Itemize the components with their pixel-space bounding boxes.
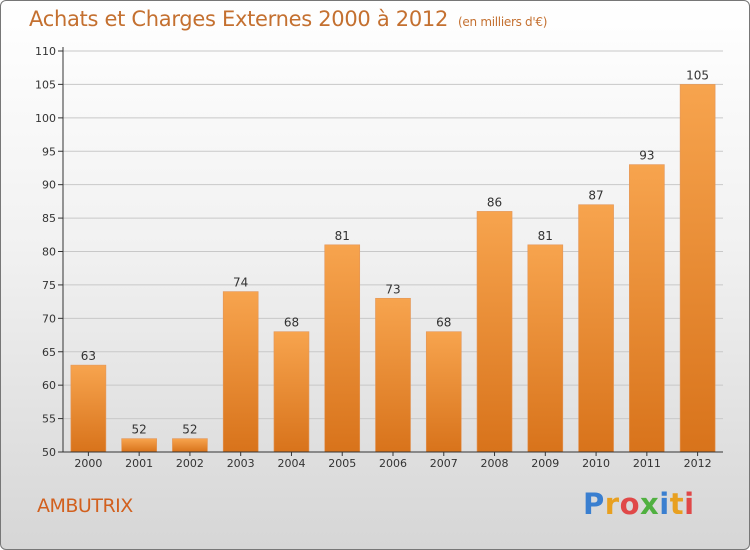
- place-name: AMBUTRIX: [37, 495, 133, 517]
- bar: [324, 244, 361, 453]
- axes: 50 55 60 65 70 75 80 85 90 95 100 105 110 2000 2001 200…: [35, 45, 723, 470]
- x-tick-label: 2012: [684, 457, 712, 470]
- data-label: 86: [487, 195, 502, 209]
- x-tick-label: 2002: [176, 457, 204, 470]
- x-tick-label: 2010: [582, 457, 610, 470]
- data-label: 93: [639, 149, 654, 163]
- y-tick-label: 85: [42, 212, 56, 225]
- y-tick-label: 70: [42, 312, 56, 325]
- data-label: 68: [436, 316, 451, 330]
- y-tick-label: 80: [42, 246, 56, 259]
- proxiti-logo: Proxiti: [583, 487, 695, 521]
- bar: [578, 204, 614, 453]
- x-tick-label: 2011: [633, 457, 661, 470]
- x-tick-label: 2000: [74, 457, 102, 470]
- bar: [425, 331, 462, 453]
- x-tick-label: 2008: [481, 457, 509, 470]
- chart-title-text: Achats et Charges Externes 2000 à 2012: [29, 7, 449, 31]
- x-tick-label: 2005: [328, 457, 356, 470]
- bars: [70, 84, 716, 453]
- bar: [70, 364, 107, 453]
- bar: [375, 297, 411, 453]
- data-label: 63: [81, 349, 96, 363]
- x-tick-label: 2004: [277, 457, 305, 470]
- data-label: 52: [182, 423, 197, 437]
- logo-letter: t: [669, 487, 685, 521]
- data-label: 81: [538, 229, 553, 243]
- y-tick-label: 110: [35, 45, 56, 58]
- x-tick-label: 2003: [227, 457, 255, 470]
- chart-title: Achats et Charges Externes 2000 à 2012 (e…: [29, 7, 547, 31]
- bar: [629, 164, 665, 453]
- chart-subtitle: (en milliers d'€): [458, 15, 548, 29]
- bar: [527, 244, 564, 453]
- x-tick-label: 2009: [531, 457, 559, 470]
- bar: [273, 331, 310, 453]
- bar: [172, 438, 208, 453]
- data-label: 74: [233, 276, 248, 290]
- logo-letter: r: [604, 487, 620, 521]
- data-label: 52: [132, 423, 147, 437]
- data-label: 73: [385, 282, 400, 296]
- y-tick-label: 60: [42, 379, 56, 392]
- data-label: 81: [335, 229, 350, 243]
- logo-letter: i: [684, 487, 695, 521]
- bar: [476, 211, 513, 453]
- logo-letter: o: [619, 487, 641, 521]
- bar: [222, 291, 259, 453]
- data-label: 105: [686, 68, 709, 82]
- y-tick-label: 90: [42, 179, 56, 192]
- y-tick-label: 65: [42, 346, 56, 359]
- x-tick-label: 2001: [125, 457, 153, 470]
- y-tick-label: 50: [42, 446, 56, 459]
- logo-letter: x: [640, 487, 660, 521]
- y-tick-label: 95: [42, 145, 56, 158]
- data-label: 68: [284, 316, 299, 330]
- labels: 63 52 52 74 68 81 73 68 86 81 87 93 105: [81, 68, 709, 436]
- y-tick-label: 105: [35, 78, 56, 91]
- x-tick-label: 2007: [430, 457, 458, 470]
- x-tick-label: 2006: [379, 457, 407, 470]
- y-tick-label: 55: [42, 413, 56, 426]
- bar: [121, 438, 157, 453]
- bar: [679, 84, 716, 453]
- data-label: 87: [588, 189, 603, 203]
- logo-letter: P: [583, 487, 605, 521]
- y-tick-label: 100: [35, 112, 56, 125]
- y-tick-label: 75: [42, 279, 56, 292]
- logo-letter: i: [659, 487, 670, 521]
